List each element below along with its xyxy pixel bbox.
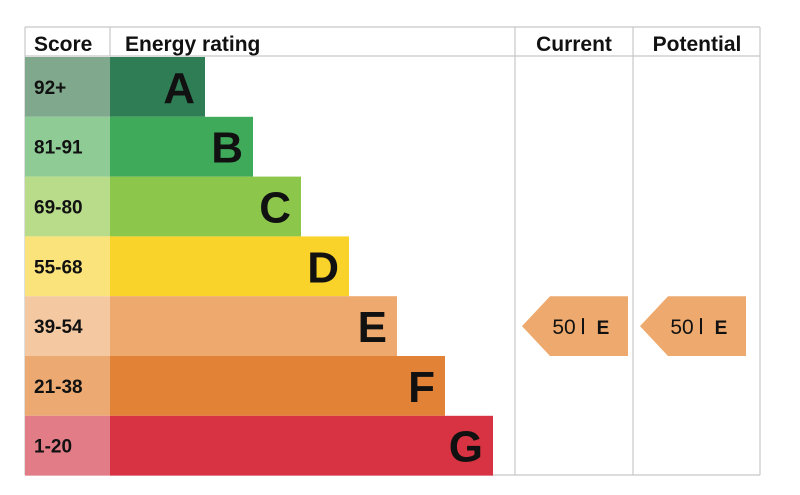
current-rating-score: 50: [552, 316, 575, 339]
band-letter-f: F: [408, 363, 435, 412]
score-cell-g: [25, 415, 110, 476]
current-column-header: Current: [536, 33, 612, 56]
potential-rating-arrow: [640, 296, 746, 356]
header-row: Score Energy rating Current Potential: [34, 33, 741, 56]
score-range-d: 55-68: [34, 257, 83, 278]
band-letter-b: B: [211, 124, 243, 173]
current-rating-band: E: [597, 318, 610, 339]
score-range-f: 21-38: [34, 377, 83, 398]
potential-rating-band: E: [715, 318, 728, 339]
current-rating-arrow: [522, 296, 628, 356]
band-letter-c: C: [259, 184, 291, 233]
score-range-c: 69-80: [34, 198, 83, 219]
score-cell-c: [25, 176, 110, 237]
band-bar-b: [110, 116, 253, 177]
score-cell-a: [25, 57, 110, 117]
potential-column-header: Potential: [653, 33, 742, 56]
band-bar-f: [110, 356, 445, 416]
score-column-header: Score: [34, 33, 92, 56]
band-bar-d: [110, 236, 349, 297]
band-bar-c: [110, 176, 301, 237]
band-letter-e: E: [358, 303, 387, 352]
score-cell-f: [25, 356, 110, 416]
band-letter-d: D: [307, 243, 339, 292]
band-bar-g: [110, 415, 493, 476]
band-bar-a: [110, 57, 205, 117]
score-cell-d: [25, 236, 110, 297]
score-range-e: 39-54: [34, 317, 83, 338]
rating-indicators: 50 E 50 E: [522, 296, 746, 356]
score-cell-b: [25, 116, 110, 177]
score-cell-e: [25, 296, 110, 356]
energy-rating-column-header: Energy rating: [125, 33, 260, 56]
rating-bands: 92+ A 81-91 B 69-80 C 55-68 D 39-54 E 21-38 F 1-20 G: [25, 57, 493, 476]
band-letter-a: A: [163, 64, 195, 113]
score-range-a: 92+: [34, 78, 66, 99]
band-bar-e: [110, 296, 397, 356]
score-range-b: 81-91: [34, 138, 83, 159]
potential-rating-score: 50: [670, 316, 693, 339]
score-range-g: 1-20: [34, 437, 72, 458]
band-letter-g: G: [449, 423, 483, 472]
